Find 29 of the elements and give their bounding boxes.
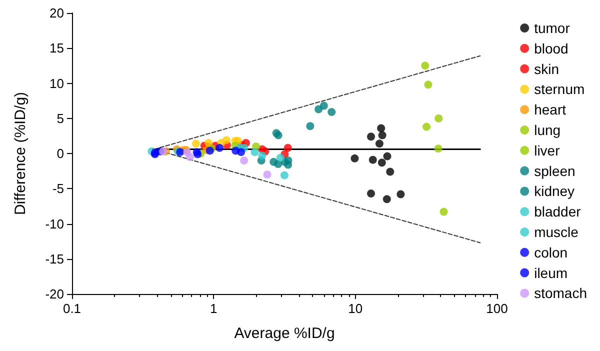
x-tick-label: 100: [486, 301, 508, 316]
legend-label: liver: [534, 142, 560, 158]
legend-label: stomach: [534, 285, 588, 302]
legend-label: blood: [534, 40, 568, 56]
legend-label: tumor: [534, 20, 570, 36]
x-tick-label: 10: [348, 301, 363, 316]
legend-label: skin: [534, 60, 559, 77]
legend-label: muscle: [534, 224, 579, 240]
y-tick-label: 20: [50, 6, 64, 20]
x-tick-label: 0.1: [62, 301, 82, 316]
legend-label: bladder: [534, 204, 582, 220]
y-tick-label: 15: [50, 40, 64, 56]
legend-label: colon: [534, 244, 568, 260]
legend-label: spleen: [534, 162, 576, 179]
legend-label: ileum: [534, 264, 568, 281]
y-axis-title: Difference (%ID/g): [12, 92, 29, 216]
x-axis-title: Average %ID/g: [234, 325, 335, 342]
y-tick-label: 0: [56, 146, 64, 161]
legend-label: sternum: [534, 81, 585, 98]
y-tick-label: 10: [50, 76, 64, 91]
y-tick-label: 5: [56, 110, 64, 126]
y-tick-label: -20: [45, 286, 64, 302]
y-tick-label: -10: [45, 216, 64, 232]
legend-label: lung: [534, 122, 561, 138]
y-tick-label: -15: [45, 251, 64, 266]
legend-label: kidney: [534, 183, 575, 200]
legend-label: heart: [534, 102, 566, 118]
y-tick-label: -5: [52, 181, 64, 196]
x-tick-label: 1: [210, 301, 218, 316]
